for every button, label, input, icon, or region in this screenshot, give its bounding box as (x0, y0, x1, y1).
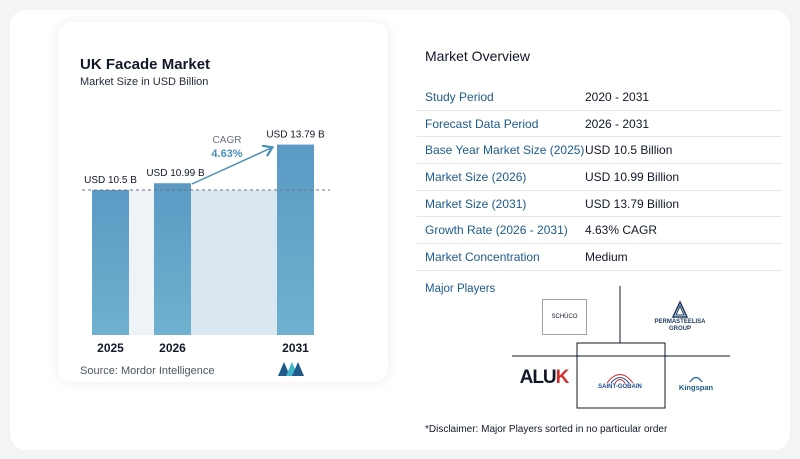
aluk-text-2: K (555, 367, 570, 388)
overview-row-value: 2026 - 2031 (585, 116, 650, 131)
permasteelisa-icon (671, 301, 689, 318)
saint-gobain-logo: SAINT-GOBAIN (590, 364, 650, 396)
overview-row-label: Study Period (425, 89, 494, 104)
overview-row: Market Concentration Medium (417, 244, 782, 271)
kingspan-logo: Kingspan (676, 370, 716, 396)
cagr-highlight (191, 190, 277, 335)
overview-row-value: USD 10.5 Billion (585, 143, 673, 158)
cagr-value: 4.63% (211, 148, 242, 160)
saint-gobain-text: SAINT-GOBAIN (598, 384, 642, 390)
overview-row-label: Growth Rate (2026 - 2031) (425, 223, 568, 238)
overview-row: Study Period 2020 - 2031 (417, 84, 782, 111)
gap-highlight (129, 190, 154, 335)
data-label-2025: USD 10.5 B (84, 175, 137, 186)
tick-label-2031: 2031 (282, 341, 309, 355)
overview-row-value: 2020 - 2031 (585, 89, 650, 104)
schuco-logo: SCHÜCO (542, 299, 587, 335)
data-label-2031: USD 13.79 B (266, 130, 325, 141)
overview-row-value: USD 10.99 Billion (585, 169, 680, 184)
bar-2025 (92, 190, 129, 335)
cagr-arrow (191, 148, 271, 185)
permasteelisa-logo: PERMASTEELISA GROUP (640, 296, 720, 338)
source-label: Source: Mordor Intelligence (80, 365, 215, 377)
mordor-logo-icon (278, 362, 304, 376)
overview-row: Market Size (2026) USD 10.99 Billion (417, 164, 782, 191)
permasteelisa-text-2: GROUP (668, 326, 691, 332)
overview-row: Market Size (2031) USD 13.79 Billion (417, 191, 782, 218)
overview-row: Growth Rate (2026 - 2031) 4.63% CAGR (417, 217, 782, 245)
schuco-text: SCHÜCO (551, 314, 578, 320)
cagr-label: CAGR (213, 135, 242, 146)
overview-row-value: Medium (585, 249, 628, 264)
overview-row-label: Market Size (2031) (425, 196, 527, 211)
players-title: Major Players (425, 283, 496, 295)
kingspan-text: Kingspan (678, 382, 714, 392)
overview-row-label: Market Concentration (425, 249, 540, 264)
overview-row-value: USD 13.79 Billion (585, 196, 680, 211)
tick-label-2026: 2026 (159, 341, 186, 355)
overview-row: Forecast Data Period 2026 - 2031 (417, 111, 782, 138)
kingspan-icon (689, 376, 703, 382)
overview-table: Study Period 2020 - 2031 Forecast Data Per… (417, 84, 782, 271)
bar-2026 (154, 183, 191, 335)
bar-2031 (277, 144, 314, 335)
chart-title: UK Facade Market (80, 56, 211, 73)
saint-gobain-icon (606, 374, 634, 384)
overview-row-label: Forecast Data Period (425, 116, 539, 131)
permasteelisa-text-1: PERMASTEELISA (654, 319, 706, 325)
overview-row: Base Year Market Size (2025) USD 10.5 Bil… (417, 137, 782, 165)
chart-subtitle: Market Size in USD Billion (80, 76, 209, 88)
aluk-logo: ALU K (515, 363, 573, 393)
aluk-text-1: ALU (519, 367, 557, 388)
overview-row-label: Market Size (2026) (425, 169, 527, 184)
tick-label-2025: 2025 (97, 341, 124, 355)
data-label-2026: USD 10.99 B (146, 168, 205, 179)
disclaimer: *Disclaimer: Major Players sorted in no … (425, 424, 668, 435)
overview-row-value: 4.63% CAGR (585, 223, 658, 238)
overview-row-label: Base Year Market Size (2025) (425, 143, 585, 158)
overview-title: Market Overview (425, 48, 531, 64)
